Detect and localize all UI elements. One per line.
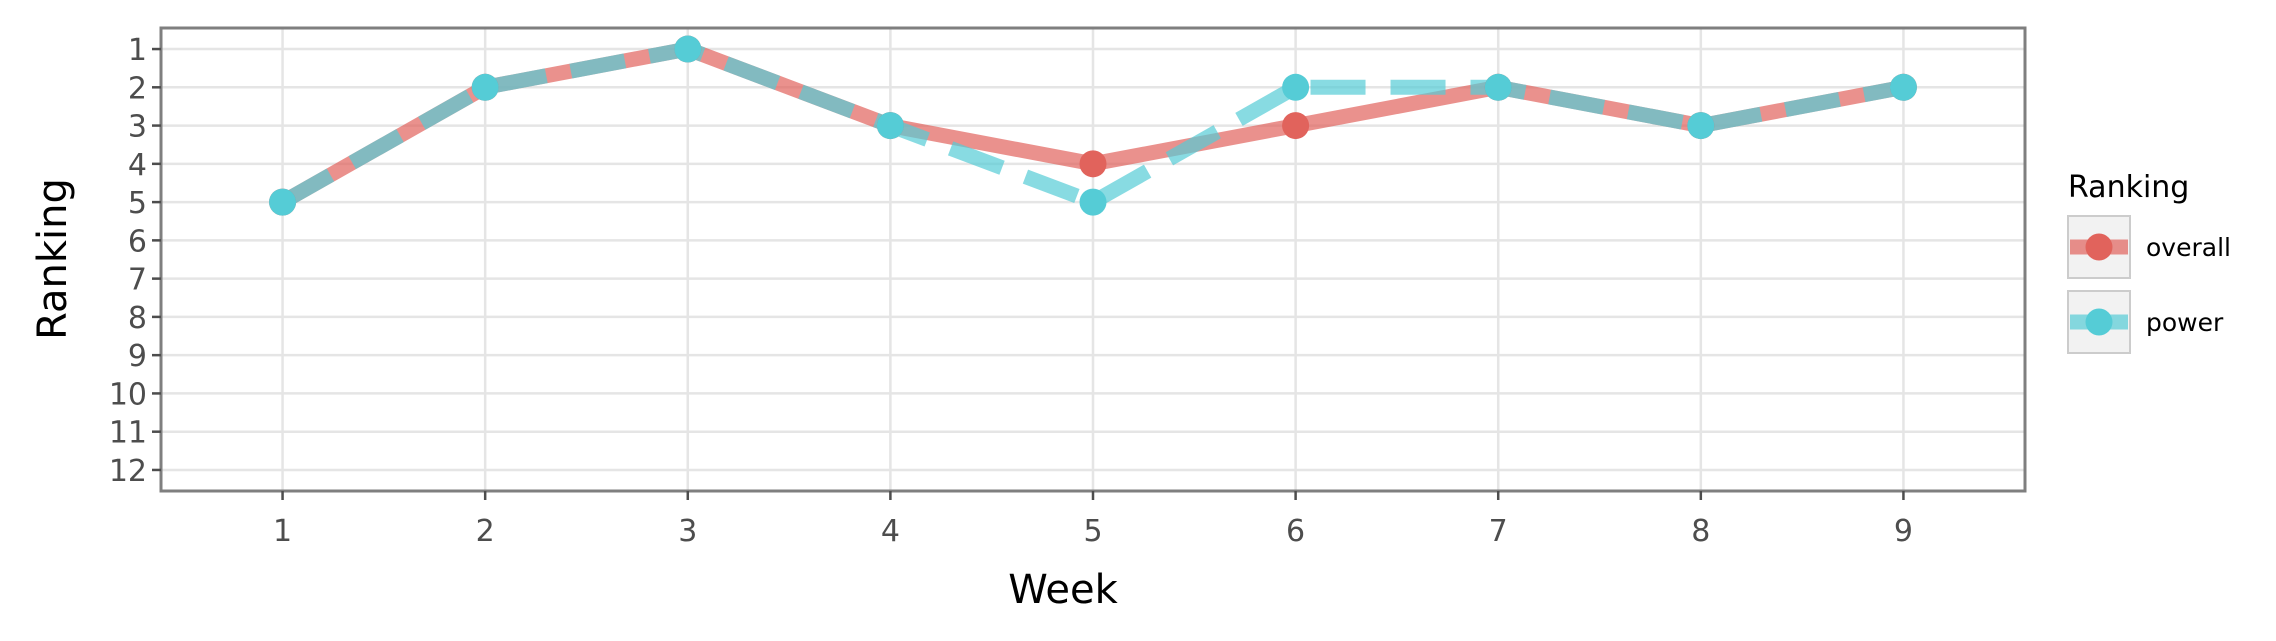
- series-points: [269, 35, 1917, 216]
- legend-item-power: power: [2067, 290, 2224, 354]
- x-tick-label: 3: [678, 514, 697, 549]
- data-point-power: [876, 112, 904, 140]
- legend-key-point: [2085, 233, 2113, 261]
- y-tick-label: 5: [128, 186, 147, 221]
- data-point-power: [1687, 112, 1715, 140]
- y-tick-label: 1: [128, 33, 147, 68]
- y-tick-label: 9: [128, 339, 147, 374]
- data-point-power: [471, 73, 499, 101]
- y-tick-label: 6: [128, 224, 147, 259]
- data-point-overall: [1282, 112, 1310, 140]
- legend-item-overall: overall: [2067, 215, 2231, 279]
- x-tick-label: 4: [881, 514, 900, 549]
- data-point-power: [1282, 73, 1310, 101]
- series-line-power: [278, 41, 1905, 210]
- y-tick-label: 11: [109, 416, 147, 451]
- legend-label: overall: [2146, 233, 2231, 262]
- grid-layer: [161, 28, 2025, 491]
- data-point-overall: [1079, 150, 1107, 178]
- y-tick-label: 12: [109, 454, 147, 489]
- x-tick-label: 7: [1489, 514, 1508, 549]
- x-tick-label: 8: [1691, 514, 1710, 549]
- x-tick-label: 2: [476, 514, 495, 549]
- y-tick-label: 8: [128, 301, 147, 336]
- data-point-power: [269, 188, 297, 216]
- legend-title: Ranking: [2068, 170, 2189, 205]
- y-tick-label: 10: [109, 377, 147, 412]
- y-tick-label: 2: [128, 71, 147, 106]
- y-axis-title: Ranking: [30, 178, 76, 340]
- data-point-power: [1484, 73, 1512, 101]
- x-tick-label: 5: [1083, 514, 1102, 549]
- data-point-power: [674, 35, 702, 63]
- legend-label: power: [2146, 308, 2224, 337]
- x-tick-label: 9: [1894, 514, 1913, 549]
- data-point-power: [1889, 73, 1917, 101]
- x-tick-label: 6: [1286, 514, 1305, 549]
- legend-key-point: [2085, 308, 2113, 336]
- data-point-power: [1079, 188, 1107, 216]
- x-tick-label: 1: [273, 514, 292, 549]
- y-tick-label: 4: [128, 148, 147, 183]
- y-tick-label: 3: [128, 110, 147, 145]
- legend: overall power: [2067, 215, 2231, 354]
- x-axis-title: Week: [1008, 567, 1118, 613]
- y-tick-label: 7: [128, 263, 147, 298]
